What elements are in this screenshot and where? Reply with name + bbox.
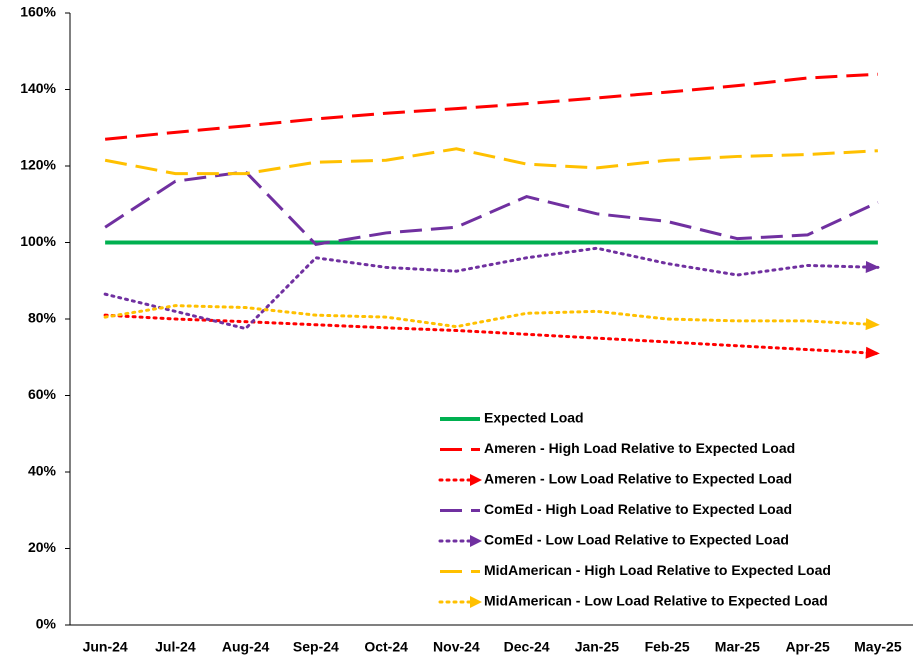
x-tick-label: Mar-25 bbox=[715, 639, 760, 655]
legend-label: MidAmerican - Low Load Relative to Expec… bbox=[484, 593, 828, 609]
series-line bbox=[103, 313, 880, 355]
x-tick-label: Aug-24 bbox=[222, 639, 270, 655]
x-tick-label: Jul-24 bbox=[155, 639, 196, 655]
series-line bbox=[104, 147, 878, 176]
x-tick-label: Dec-24 bbox=[504, 639, 550, 655]
y-tick-label: 160% bbox=[20, 4, 56, 20]
y-tick-label: 20% bbox=[28, 539, 57, 555]
legend-arrow bbox=[470, 474, 482, 486]
x-tick-label: Feb-25 bbox=[645, 639, 690, 655]
y-tick-label: 100% bbox=[20, 233, 56, 249]
legend-label: ComEd - Low Load Relative to Expected Lo… bbox=[484, 532, 789, 548]
x-tick-label: Jun-24 bbox=[83, 639, 128, 655]
y-tick-label: 0% bbox=[36, 616, 57, 632]
y-tick-label: 120% bbox=[20, 157, 56, 173]
y-tick-label: 140% bbox=[20, 80, 56, 96]
series-line bbox=[104, 72, 878, 141]
legend-label: MidAmerican - High Load Relative to Expe… bbox=[484, 562, 831, 578]
series-line bbox=[103, 246, 880, 331]
x-tick-label: May-25 bbox=[854, 639, 902, 655]
legend-label: Expected Load bbox=[484, 410, 584, 426]
arrow-head bbox=[865, 261, 880, 274]
legend-arrow bbox=[470, 596, 482, 608]
x-tick-label: Oct-24 bbox=[364, 639, 408, 655]
y-tick-label: 40% bbox=[28, 463, 57, 479]
x-tick-label: Sep-24 bbox=[293, 639, 339, 655]
legend-label: Ameren - Low Load Relative to Expected L… bbox=[484, 471, 792, 487]
x-tick-label: Jan-25 bbox=[575, 639, 620, 655]
legend-arrow bbox=[470, 535, 482, 547]
arrow-head bbox=[865, 346, 880, 359]
x-tick-label: Apr-25 bbox=[785, 639, 830, 655]
x-tick-label: Nov-24 bbox=[433, 639, 480, 655]
series-line bbox=[104, 170, 879, 247]
y-tick-label: 60% bbox=[28, 386, 57, 402]
legend-label: Ameren - High Load Relative to Expected … bbox=[484, 440, 795, 456]
legend-label: ComEd - High Load Relative to Expected L… bbox=[484, 501, 792, 517]
arrow-head bbox=[865, 318, 880, 331]
y-tick-label: 80% bbox=[28, 310, 57, 326]
